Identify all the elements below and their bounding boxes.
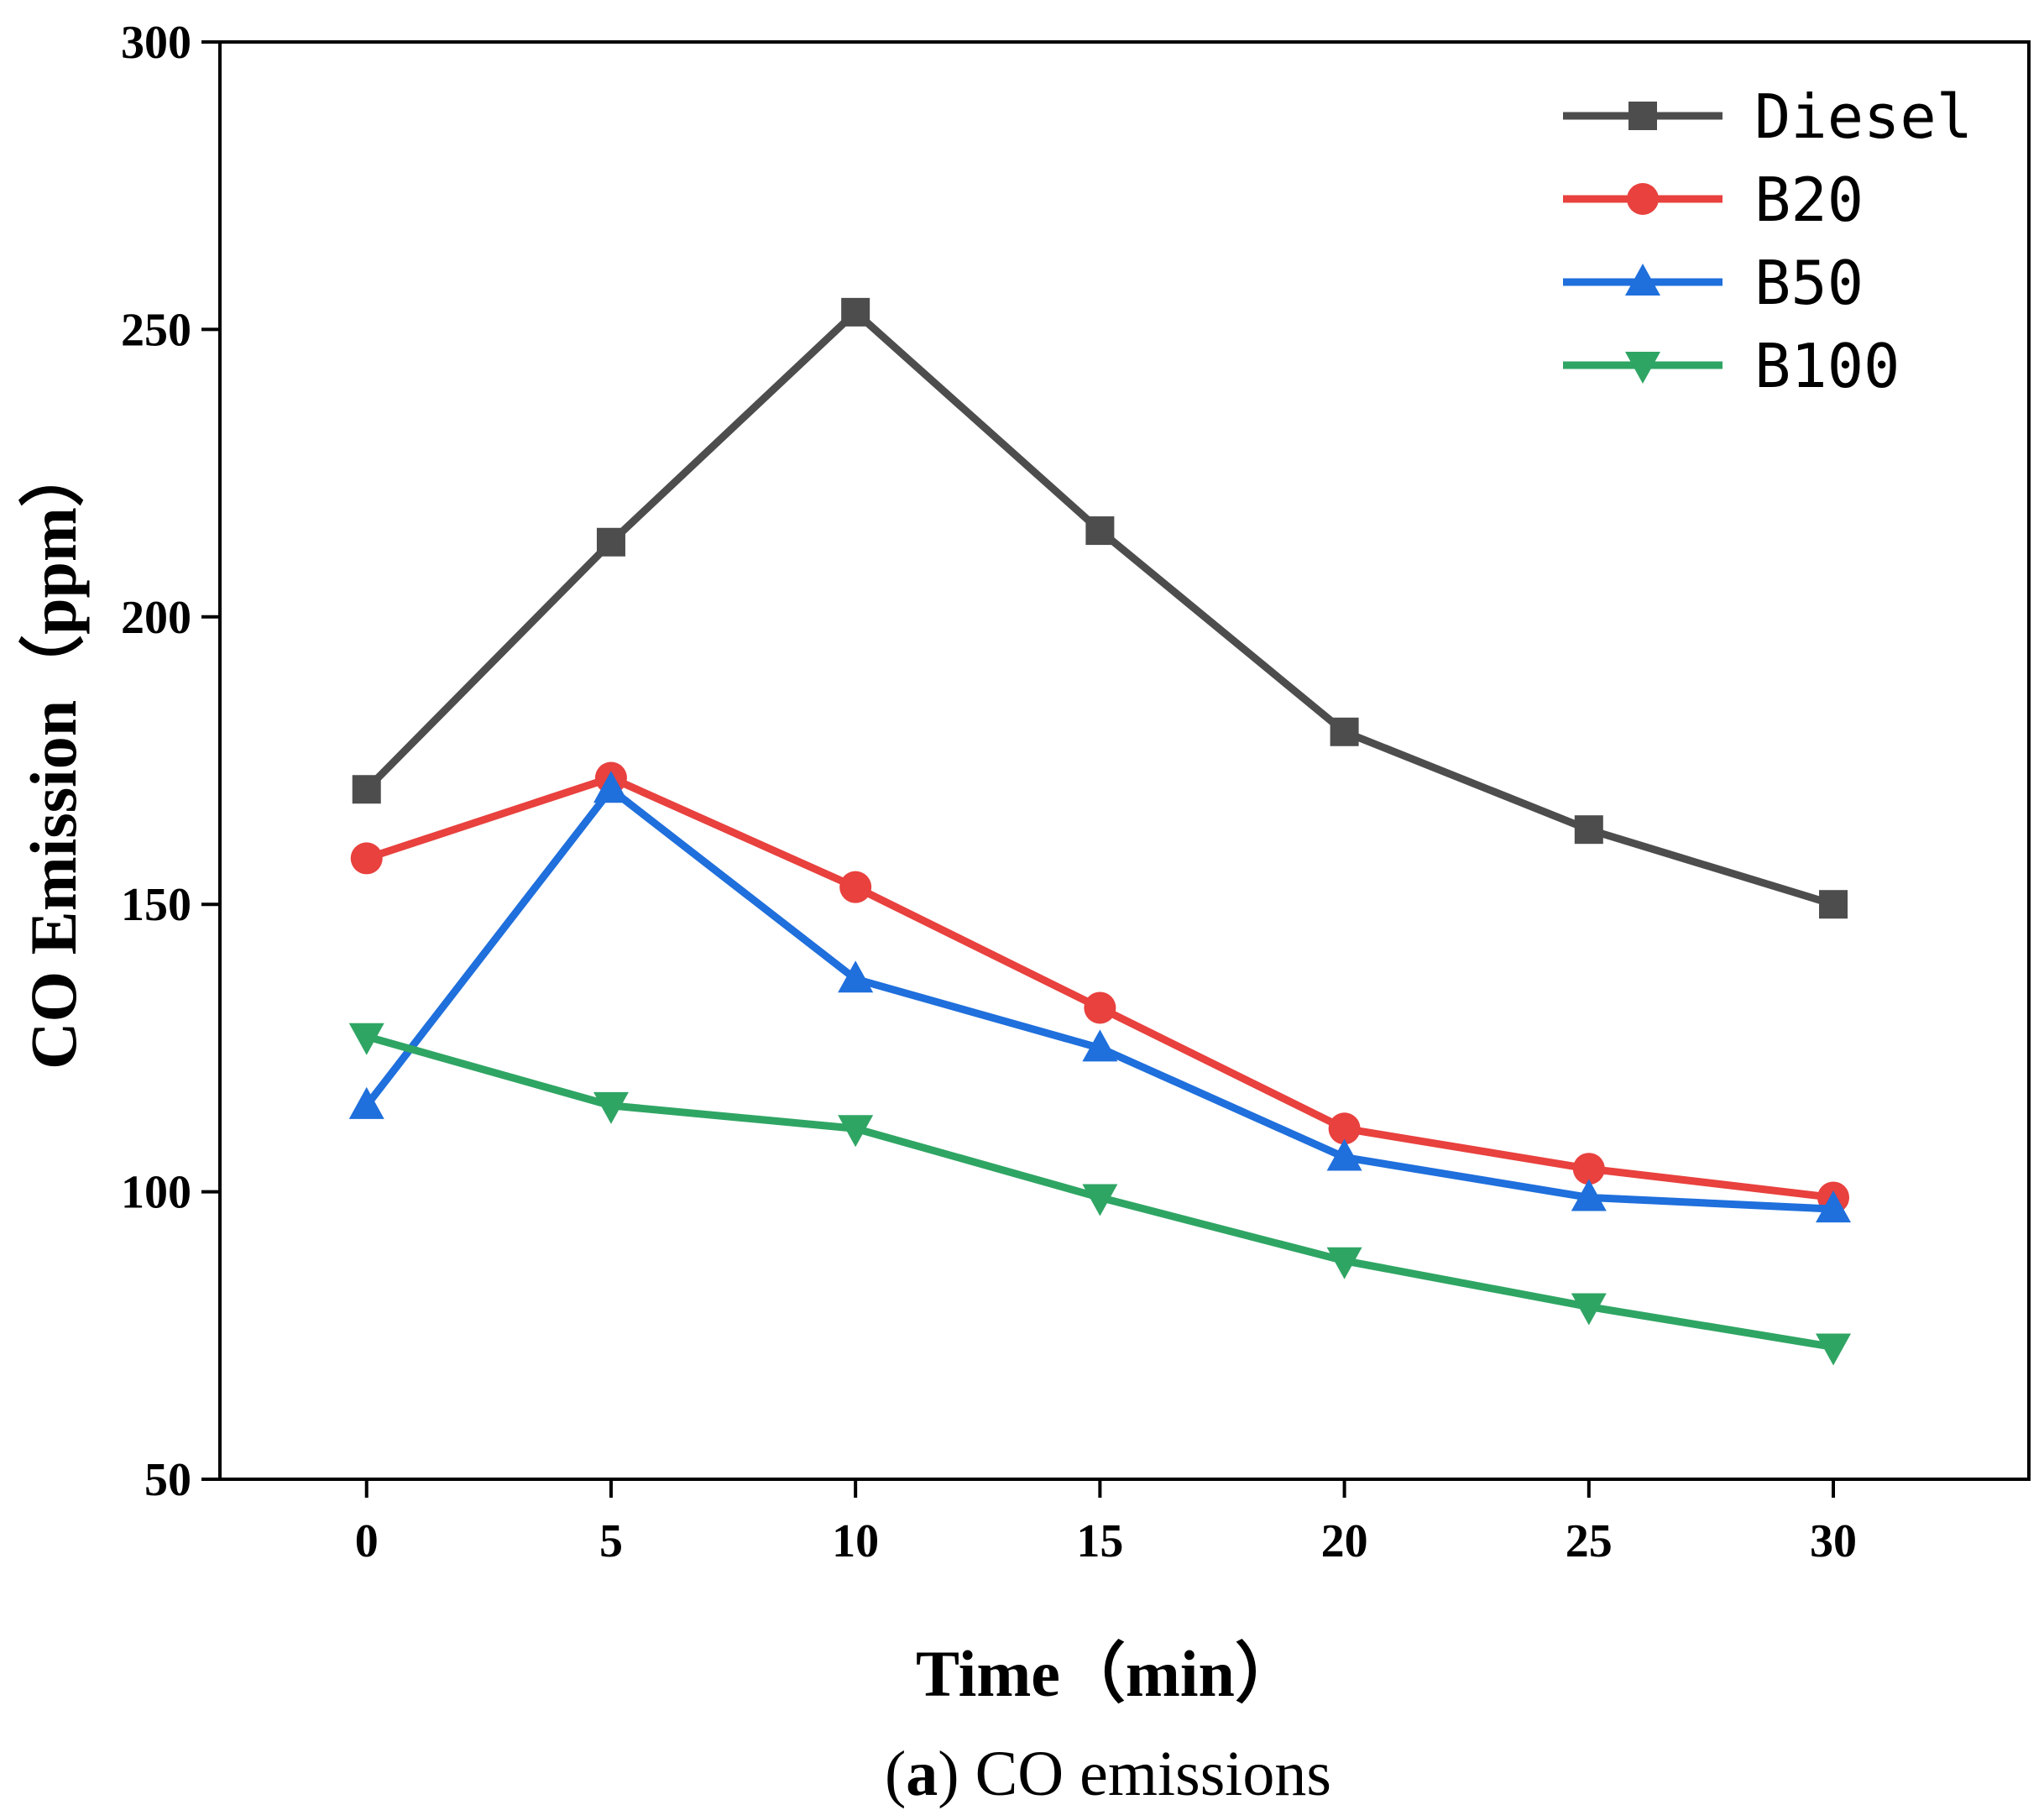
y-axis-title: CO Emission（ppm） (17, 442, 90, 1070)
data-point-b50 (1571, 1179, 1607, 1211)
caption-label: a (906, 1739, 938, 1809)
caption-close-paren: ) (938, 1739, 959, 1809)
x-axis-title: Time（min） (916, 1637, 1300, 1710)
data-point-b100 (1326, 1247, 1362, 1279)
data-point-diesel (1085, 516, 1115, 546)
legend-label-b100: B100 (1754, 331, 1900, 401)
data-point-b50 (1326, 1138, 1362, 1171)
data-point-b100 (1816, 1333, 1852, 1366)
data-point-diesel (1819, 890, 1848, 919)
legend: Diesel B20 B50 B100 (1563, 81, 1973, 401)
y-tick-label: 100 (121, 1167, 191, 1219)
data-point-b20 (1572, 1153, 1605, 1185)
x-tick-label: 0 (355, 1515, 379, 1567)
data-point-b50 (1082, 1029, 1118, 1062)
figure-caption: (a) CO emissions (885, 1739, 1331, 1809)
data-point-b50 (348, 1086, 384, 1119)
data-point-b20 (1084, 991, 1116, 1024)
legend-label-b50: B50 (1754, 248, 1864, 318)
caption-open-paren: ( (885, 1739, 906, 1809)
x-tick-label: 5 (599, 1515, 623, 1567)
y-tick-label: 250 (121, 304, 191, 356)
data-point-b100 (593, 1091, 629, 1124)
axes: 50 100 150 200 250 300 0 5 10 15 20 25 30 (121, 17, 2031, 1567)
legend-label-b20: B20 (1754, 165, 1864, 235)
y-tick-label: 150 (121, 879, 191, 931)
x-tick-label: 25 (1566, 1515, 1613, 1567)
data-point-b50 (1816, 1190, 1852, 1223)
data-point-b100 (1571, 1293, 1607, 1326)
data-point-b50 (838, 960, 874, 993)
data-point-diesel (841, 297, 870, 327)
data-point-diesel (352, 775, 381, 804)
series-b100 (348, 1023, 1852, 1366)
x-tick-label: 10 (832, 1515, 879, 1567)
legend-marker-diesel (1628, 102, 1657, 130)
legend-item-b20: B20 (1563, 165, 1864, 235)
x-tick-label: 20 (1321, 1515, 1368, 1567)
series-diesel (352, 297, 1848, 919)
legend-label-diesel: Diesel (1754, 81, 1973, 152)
legend-item-diesel: Diesel (1563, 81, 1973, 152)
x-tick-label: 15 (1076, 1515, 1123, 1567)
y-tick-label: 50 (144, 1454, 191, 1506)
series-layer (348, 297, 1852, 1366)
legend-marker-b20 (1627, 183, 1659, 215)
series-b50 (348, 771, 1852, 1223)
data-point-diesel (1330, 717, 1359, 746)
data-point-b100 (838, 1115, 874, 1148)
data-point-b20 (839, 871, 872, 903)
data-point-b50 (593, 771, 629, 803)
data-point-b20 (1328, 1112, 1361, 1145)
data-point-diesel (1574, 815, 1603, 845)
legend-item-b100: B100 (1563, 331, 1900, 401)
data-point-diesel (596, 527, 625, 557)
caption-text: CO emissions (959, 1739, 1331, 1809)
y-tick-label: 300 (121, 17, 191, 69)
data-point-b100 (1082, 1184, 1118, 1216)
legend-item-b50: B50 (1563, 248, 1864, 318)
x-tick-label: 30 (1810, 1515, 1857, 1567)
legend-marker-b100 (1625, 352, 1660, 384)
data-point-b100 (348, 1023, 384, 1055)
plot-frame (218, 40, 2031, 1481)
y-tick-label: 200 (121, 592, 191, 644)
data-point-b20 (350, 842, 383, 875)
legend-marker-b50 (1625, 264, 1660, 296)
